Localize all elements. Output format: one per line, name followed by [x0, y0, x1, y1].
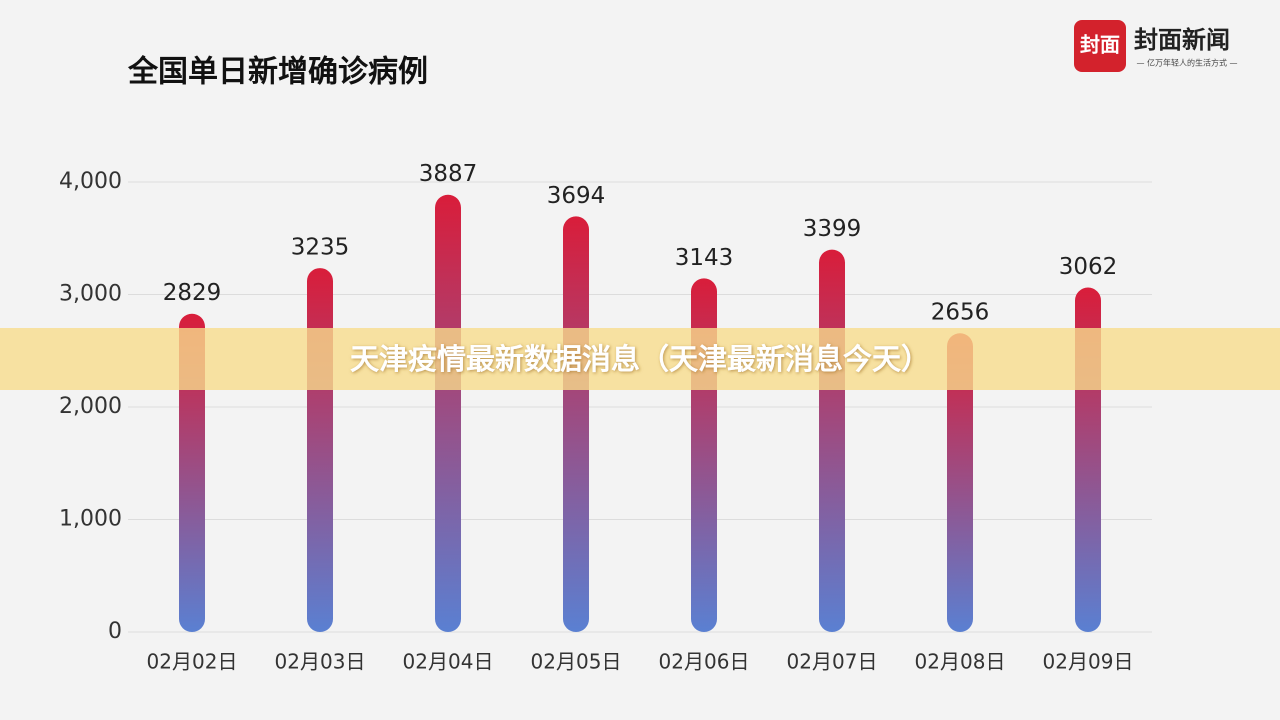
value-label: 3694 — [547, 183, 606, 209]
chart-title: 全国单日新增确诊病例 — [127, 55, 428, 90]
bar — [819, 249, 845, 633]
y-tick-label: 0 — [108, 619, 122, 644]
logo-name: 封面新闻 — [1134, 26, 1230, 54]
value-label: 2829 — [163, 280, 222, 306]
value-label: 3143 — [675, 245, 734, 271]
value-label: 3399 — [803, 216, 862, 242]
x-tick-label: 02月09日 — [1043, 650, 1134, 674]
value-label: 3062 — [1059, 254, 1118, 280]
x-tick-label: 02月07日 — [787, 650, 878, 674]
y-tick-label: 2,000 — [59, 394, 122, 419]
logo: 封面 封面新闻 — 亿万年轻人的生活方式 — — [1074, 20, 1238, 72]
y-tick-label: 3,000 — [59, 282, 122, 307]
banner-band — [0, 328, 1280, 390]
bar — [563, 216, 589, 633]
bar — [179, 313, 205, 632]
logo-mark: 封面 — [1080, 33, 1120, 57]
value-label: 3887 — [419, 161, 478, 187]
x-tick-label: 02月04日 — [403, 650, 494, 674]
bar — [435, 194, 461, 632]
logo-box — [1074, 20, 1126, 72]
x-tick-label: 02月06日 — [659, 650, 750, 674]
bar — [947, 333, 973, 632]
logo-tagline: — 亿万年轻人的生活方式 — — [1136, 58, 1237, 68]
bar — [307, 268, 333, 632]
y-tick-label: 1,000 — [59, 507, 122, 532]
y-tick-label: 4,000 — [59, 169, 122, 194]
x-tick-label: 02月05日 — [531, 650, 622, 674]
value-label: 2656 — [931, 300, 990, 326]
x-tick-label: 02月08日 — [915, 650, 1006, 674]
x-tick-label: 02月03日 — [275, 650, 366, 674]
banner-text: 天津疫情最新数据消息（天津最新消息今天） — [350, 342, 930, 376]
value-label: 3235 — [291, 235, 350, 261]
x-tick-label: 02月02日 — [147, 650, 238, 674]
